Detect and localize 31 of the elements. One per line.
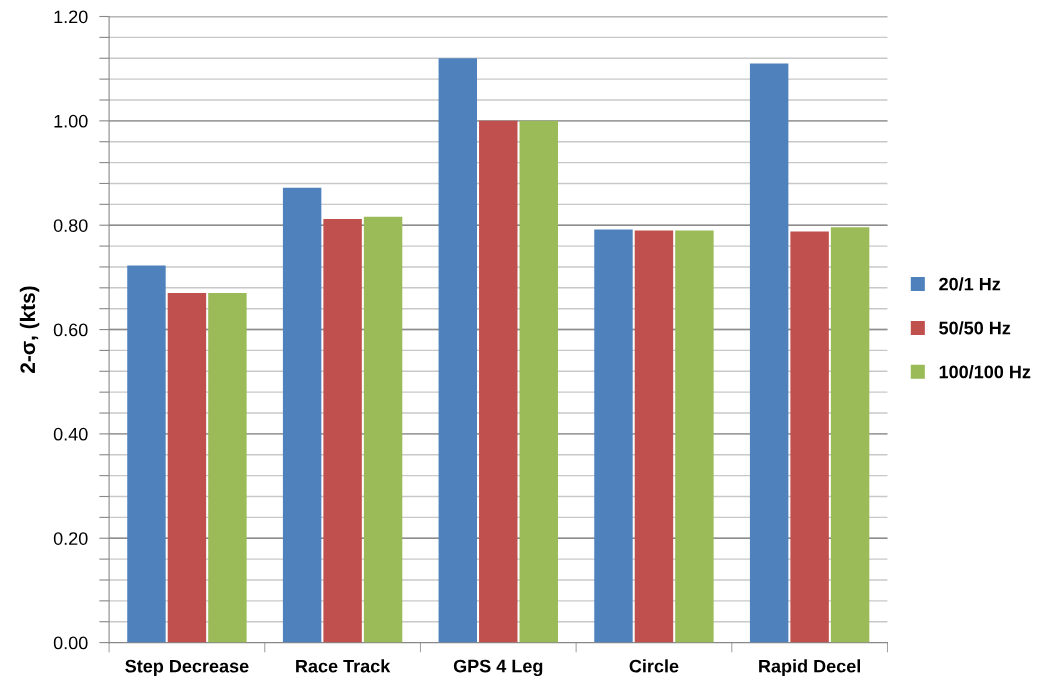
x-tick-label: Circle — [629, 659, 679, 673]
bar — [594, 229, 633, 643]
y-tick-label: 0.40 — [53, 427, 88, 441]
bar — [323, 218, 362, 643]
y-tick-label: 1.00 — [54, 114, 88, 128]
bar — [749, 63, 789, 643]
bar — [127, 265, 166, 643]
legend-label: 20/1 Hz — [939, 277, 1001, 291]
bar — [519, 120, 558, 643]
y-tick-label: 0.20 — [53, 532, 88, 545]
x-tick-label: Race Track — [296, 659, 391, 673]
y-axis-title: 2-σ, (kts) — [19, 286, 40, 373]
y-tick-label: 0.00 — [53, 636, 88, 650]
bar — [830, 227, 870, 643]
y-tick-label: 1.20 — [54, 10, 88, 24]
x-tick-label: Step Decrease — [125, 659, 249, 677]
bar — [363, 216, 403, 643]
y-tick-label: 0.60 — [53, 323, 88, 337]
bar — [479, 120, 518, 643]
bar — [675, 230, 714, 643]
x-tick-label: Rapid Decel — [759, 659, 861, 677]
legend-label: 50/50 Hz — [939, 321, 1011, 335]
bar — [282, 187, 322, 643]
bar — [208, 293, 247, 643]
bar — [438, 58, 478, 643]
bar — [167, 293, 207, 643]
bar — [790, 231, 829, 643]
legend-label: 100/100 Hz — [939, 365, 1031, 379]
x-tick-label: GPS 4 Leg — [453, 659, 543, 677]
y-tick-label: 0.80 — [53, 219, 88, 232]
bar — [634, 230, 674, 643]
